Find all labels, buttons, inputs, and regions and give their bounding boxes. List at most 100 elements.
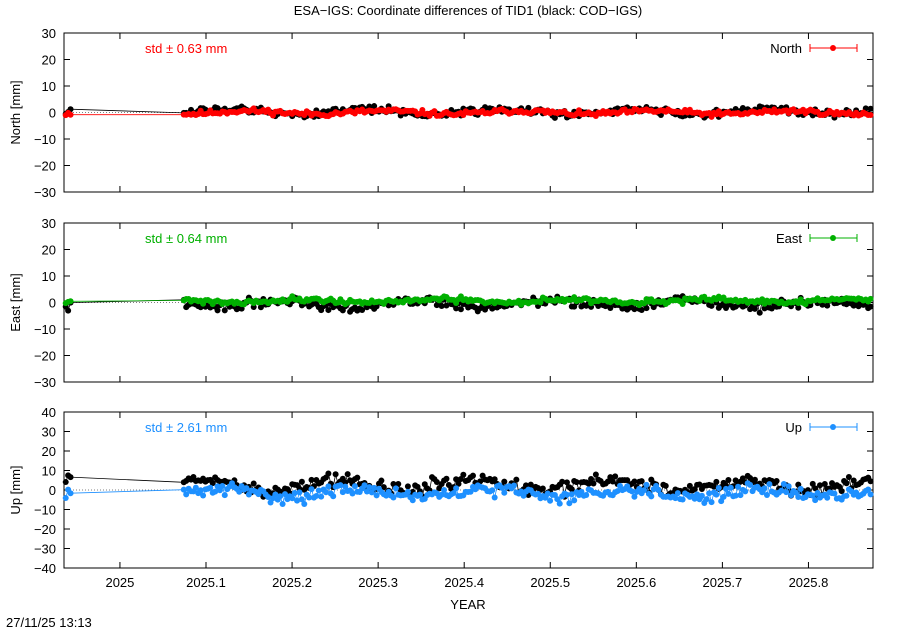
data-point: [62, 479, 69, 486]
data-point: [612, 473, 619, 480]
data-point: [631, 478, 638, 485]
data-point: [571, 497, 578, 504]
data-point: [554, 496, 561, 503]
series-esa-igs: [62, 293, 874, 309]
data-point: [513, 476, 520, 483]
data-point: [183, 491, 190, 498]
data-point: [380, 484, 387, 491]
data-point: [368, 489, 375, 496]
y-tick-label: −20: [34, 159, 56, 174]
data-point: [212, 488, 219, 495]
data-point: [214, 307, 221, 314]
data-point: [467, 488, 474, 495]
data-point: [672, 495, 679, 502]
data-point: [708, 499, 715, 506]
data-point: [342, 479, 349, 486]
data-point: [629, 488, 636, 495]
data-point: [865, 486, 872, 493]
data-point: [780, 481, 787, 488]
data-point: [563, 479, 570, 486]
data-point: [443, 302, 450, 309]
data-point: [272, 491, 279, 498]
x-tick-label: 2025.2: [272, 575, 312, 590]
y-tick-label: 30: [42, 216, 56, 231]
data-point: [583, 491, 590, 498]
data-point: [325, 470, 332, 477]
data-point: [723, 485, 730, 492]
data-point: [366, 484, 373, 491]
data-point: [547, 497, 554, 504]
data-point: [867, 295, 874, 302]
data-point: [836, 483, 843, 490]
data-point: [265, 494, 272, 501]
data-point: [257, 304, 264, 311]
data-point: [431, 108, 438, 115]
y-tick-label: −30: [34, 185, 56, 200]
data-point: [457, 306, 464, 313]
data-point: [67, 298, 74, 305]
data-point: [498, 484, 505, 491]
std-annotation: std ± 0.63 mm: [145, 41, 227, 56]
data-point: [219, 483, 226, 490]
data-point: [551, 114, 558, 121]
data-point: [559, 478, 566, 485]
data-point: [339, 489, 346, 496]
data-point: [631, 306, 638, 313]
legend-label: North: [770, 41, 802, 56]
data-point: [708, 302, 715, 309]
legend-label: Up: [785, 420, 802, 435]
data-point: [414, 483, 421, 490]
x-tick-label: 2025.6: [616, 575, 656, 590]
y-tick-label: 30: [42, 26, 56, 41]
data-point: [289, 495, 296, 502]
data-point: [491, 494, 498, 501]
data-point: [773, 477, 780, 484]
data-point: [416, 491, 423, 498]
data-point: [404, 483, 411, 490]
data-point: [732, 492, 739, 499]
data-point: [404, 488, 411, 495]
data-point: [631, 493, 638, 500]
data-point: [785, 483, 792, 490]
data-point: [795, 304, 802, 311]
data-point: [638, 307, 645, 314]
data-point: [539, 485, 546, 492]
x-axis-label: YEAR: [450, 597, 485, 612]
y-tick-label: 40: [42, 405, 56, 420]
data-point: [563, 491, 570, 498]
data-point: [751, 476, 758, 483]
data-point: [441, 487, 448, 494]
data-point: [527, 481, 534, 488]
y-tick-label: 30: [42, 425, 56, 440]
data-point: [607, 305, 614, 312]
data-point: [200, 492, 207, 499]
data-point: [797, 485, 804, 492]
data-point: [795, 494, 802, 501]
data-point: [308, 486, 315, 493]
x-tick-label: 2025: [105, 575, 134, 590]
data-point: [282, 491, 289, 498]
legend-marker: [830, 424, 836, 430]
data-point: [556, 500, 563, 507]
y-tick-label: −10: [34, 132, 56, 147]
data-point: [761, 485, 768, 492]
data-point: [703, 496, 710, 503]
data-point: [763, 492, 770, 499]
data-point: [236, 488, 243, 495]
data-point: [751, 305, 758, 312]
data-point: [349, 490, 356, 497]
y-axis-label: North [mm]: [8, 80, 23, 144]
data-point: [590, 480, 597, 487]
data-point: [566, 500, 573, 507]
series-esa-igs: [62, 105, 874, 120]
data-point: [727, 484, 734, 491]
data-point: [443, 475, 450, 482]
data-point: [433, 479, 440, 486]
legend: Up: [785, 420, 858, 435]
data-point: [816, 482, 823, 489]
data-point: [643, 305, 650, 312]
data-point: [824, 302, 831, 309]
data-point: [455, 480, 462, 487]
data-point: [696, 481, 703, 488]
